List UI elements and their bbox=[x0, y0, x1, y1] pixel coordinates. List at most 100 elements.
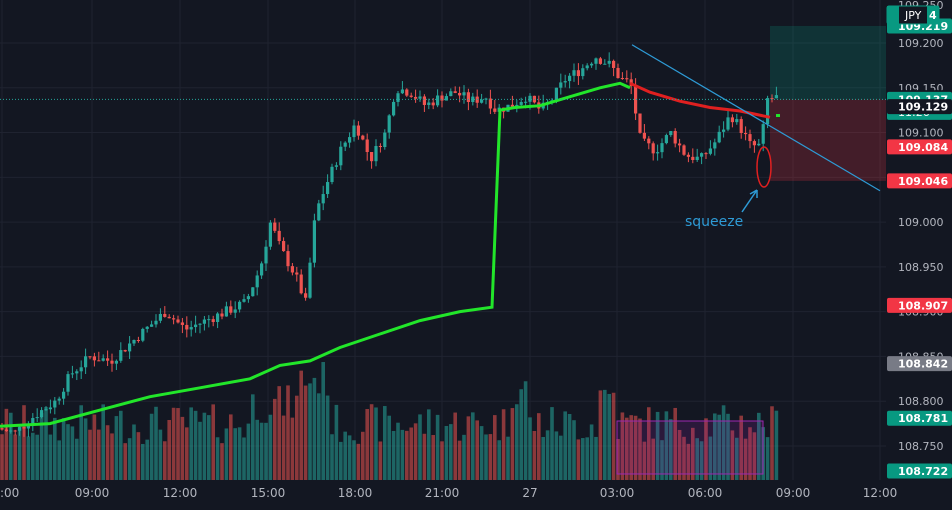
candle-body bbox=[238, 301, 242, 310]
candle-body bbox=[510, 104, 514, 107]
time-tick-label: 27 bbox=[522, 486, 537, 500]
volume-bar bbox=[497, 440, 501, 480]
candle-body bbox=[114, 360, 118, 364]
time-tick-label: 03:00 bbox=[600, 486, 635, 500]
candle-body bbox=[84, 356, 88, 368]
volume-bar bbox=[369, 404, 374, 480]
price-tag-label: 108.722 bbox=[898, 465, 948, 478]
price-tag bbox=[887, 99, 952, 115]
symbol-badge-accent bbox=[887, 6, 899, 24]
candle-body bbox=[686, 154, 690, 157]
volume-bar bbox=[633, 415, 638, 480]
candle-body bbox=[88, 356, 92, 358]
candle-body bbox=[53, 400, 57, 408]
volume-bar bbox=[312, 377, 317, 480]
volume-bar bbox=[66, 424, 70, 480]
volume-bar bbox=[479, 426, 484, 480]
volume-bar bbox=[303, 385, 308, 480]
volume-bar bbox=[585, 437, 589, 480]
candle-body bbox=[299, 274, 303, 294]
volume-bar bbox=[493, 415, 497, 480]
candle-body bbox=[757, 143, 761, 146]
price-tag bbox=[887, 139, 952, 155]
volume-bar bbox=[97, 429, 101, 480]
candle-body bbox=[722, 129, 726, 132]
volume-bar bbox=[114, 416, 119, 480]
candle-body bbox=[488, 98, 492, 109]
volume-bar bbox=[61, 418, 66, 480]
candle-body bbox=[352, 125, 356, 138]
volume-bar bbox=[757, 412, 761, 480]
volume-bar bbox=[400, 429, 405, 480]
volume-bar bbox=[57, 440, 61, 480]
volume-bar bbox=[0, 434, 4, 480]
volume-bar bbox=[202, 412, 207, 480]
candle-body bbox=[563, 81, 567, 83]
volume-bar bbox=[462, 434, 466, 480]
candle-body bbox=[704, 153, 708, 155]
candle-body bbox=[612, 60, 616, 68]
candle-body bbox=[770, 98, 774, 100]
candle-body bbox=[370, 152, 374, 162]
price-tag-label: 108.842 bbox=[898, 358, 948, 371]
squeeze-arrowhead bbox=[749, 189, 758, 198]
moving-average-red bbox=[629, 81, 771, 119]
volume-bar bbox=[299, 370, 303, 480]
candle-body bbox=[66, 374, 70, 392]
volume-bar bbox=[501, 409, 506, 480]
time-tick-label: 06:00 bbox=[0, 486, 19, 500]
axis-bg bbox=[886, 0, 952, 480]
volume-bar bbox=[378, 441, 383, 480]
candle-body bbox=[708, 148, 712, 154]
time-tick-label: 21:00 bbox=[425, 486, 460, 500]
volume-bar bbox=[721, 405, 726, 480]
candle-body bbox=[519, 101, 523, 105]
loss-zone bbox=[770, 99, 886, 181]
price-tick-label: 109.000 bbox=[898, 216, 944, 229]
volume-bar bbox=[145, 439, 149, 480]
candle-body bbox=[554, 87, 558, 101]
candle-body bbox=[264, 246, 268, 264]
volume-bar bbox=[691, 427, 695, 480]
volume-bar bbox=[198, 421, 202, 480]
candle-body bbox=[673, 131, 677, 144]
candle-body bbox=[748, 134, 752, 142]
candle-body bbox=[356, 125, 360, 136]
candle-body bbox=[695, 156, 699, 161]
candle-body bbox=[515, 104, 519, 107]
candle-body bbox=[735, 119, 739, 123]
time-tick-label: 15:00 bbox=[251, 486, 286, 500]
volume-bar bbox=[510, 408, 515, 480]
volume-bar bbox=[488, 434, 493, 480]
price-tag-label: 109.129 bbox=[898, 101, 948, 114]
candle-body bbox=[75, 371, 79, 374]
price-tick-label: 108.800 bbox=[898, 395, 944, 408]
volume-bar bbox=[17, 424, 22, 480]
volume-bar bbox=[607, 393, 611, 480]
candle-body bbox=[594, 58, 598, 64]
candle-body bbox=[682, 145, 686, 155]
volume-bar bbox=[576, 439, 581, 480]
volume-bar bbox=[409, 427, 413, 480]
volume-bar bbox=[220, 443, 224, 480]
symbol-badge-label[interactable]: JPY bbox=[904, 9, 922, 22]
volume-bar bbox=[669, 419, 673, 480]
volume-bar bbox=[237, 427, 242, 480]
volume-bar bbox=[427, 409, 431, 480]
price-tag-label: 109.084 bbox=[898, 141, 948, 154]
candle-body bbox=[678, 143, 682, 146]
volume-bar bbox=[620, 412, 625, 480]
candle-body bbox=[44, 409, 48, 411]
volume-bar bbox=[616, 439, 620, 480]
volume-bar bbox=[765, 437, 770, 480]
volume-bar bbox=[92, 414, 97, 480]
candle-body bbox=[440, 95, 444, 101]
volume-bar bbox=[422, 433, 427, 480]
squeeze-ellipse bbox=[756, 146, 772, 188]
time-tick-label: 12:00 bbox=[163, 486, 198, 500]
volume-bar bbox=[286, 385, 290, 480]
volume-bar bbox=[290, 417, 295, 480]
candle-body bbox=[101, 358, 105, 361]
volume-bar bbox=[638, 418, 642, 480]
